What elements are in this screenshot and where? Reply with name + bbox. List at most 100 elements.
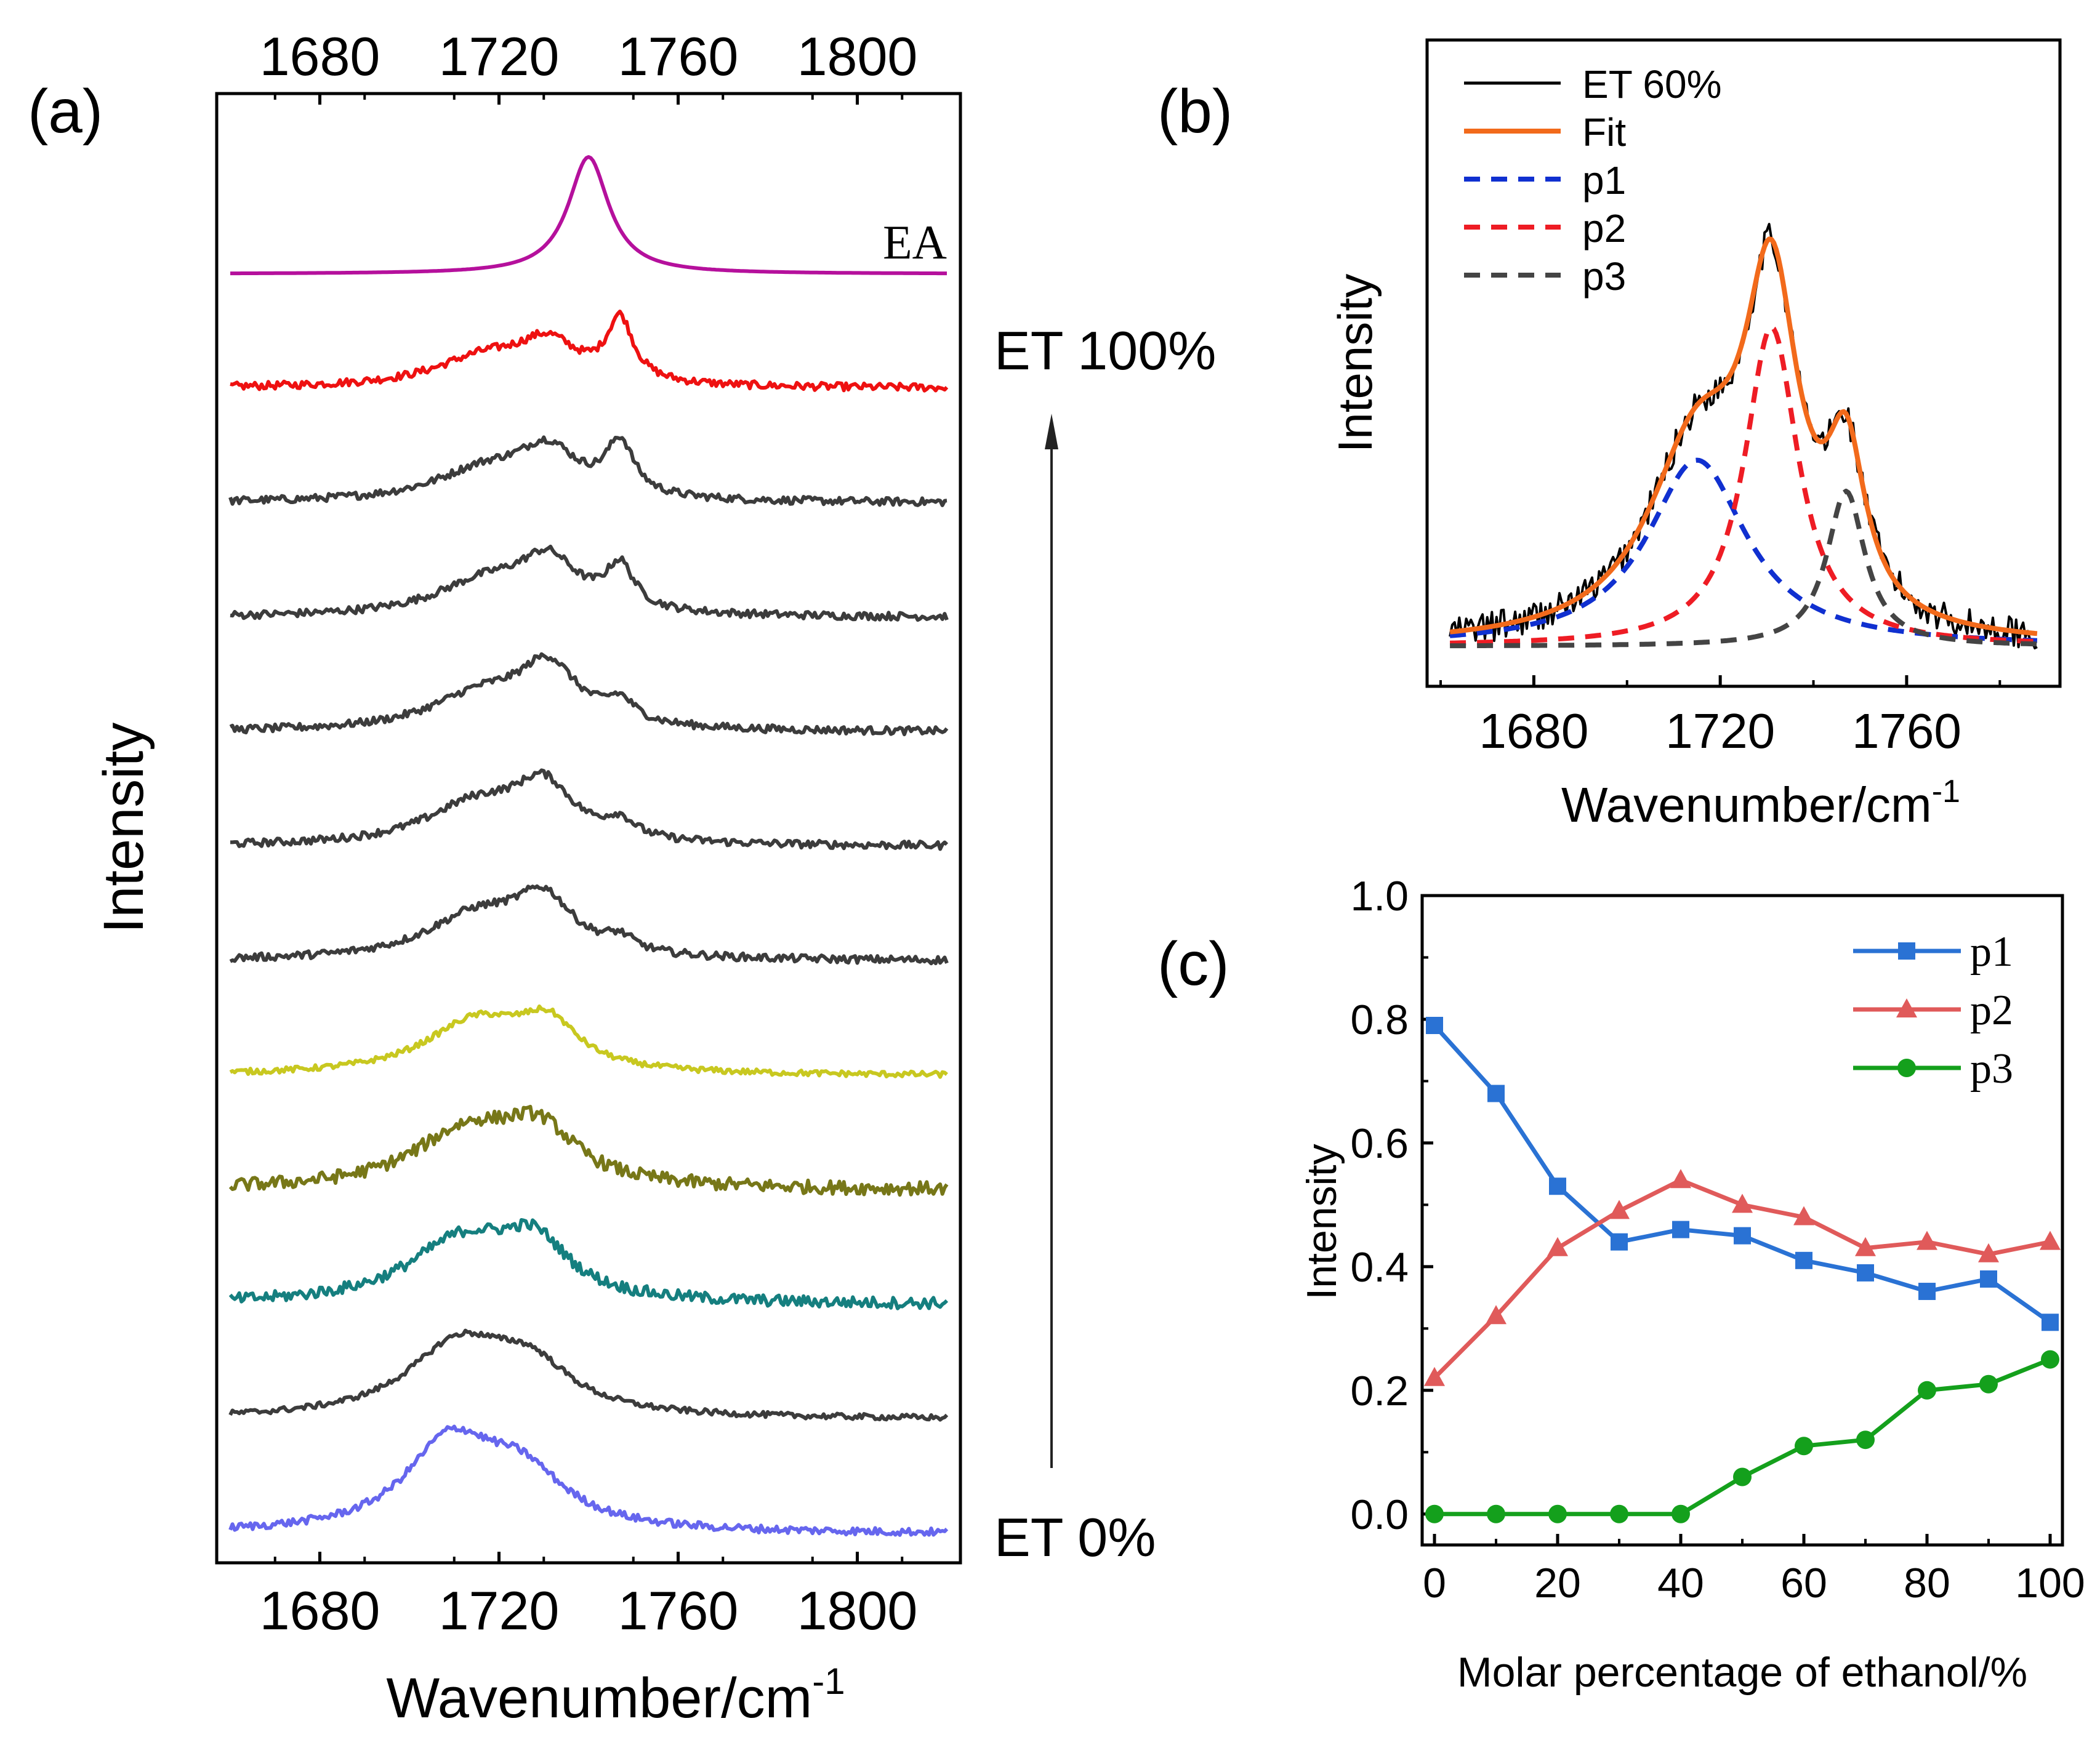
spectrum-et-30-	[228, 1104, 949, 1197]
panel-a-bottom-tick-label: 1680	[260, 1580, 380, 1641]
panel-a-bottom-tick-label: 1760	[618, 1580, 739, 1641]
panel-c-legend-label: p3	[1970, 1045, 2013, 1093]
panel-b-ticks: 1680 1720 1760	[1439, 675, 2001, 758]
panel-c-xtick-label: 20	[1534, 1560, 1581, 1607]
panel-b-tick-label: 1720	[1665, 704, 1775, 758]
panel-c-point-p1	[1918, 1283, 1936, 1301]
panel-b-tick-label: 1680	[1479, 704, 1588, 758]
panel-b-curve-p1	[1449, 457, 2038, 643]
panel-a-top-ticks: 1680 1720 1760 1800	[260, 26, 918, 105]
panel-c-label: (c)	[1157, 929, 1229, 998]
panel-c-point-p3	[1918, 1381, 1936, 1400]
panel-c-line-p3	[1434, 1357, 2051, 1517]
panel-b-frame	[1425, 38, 2062, 688]
panel-c-point-p2	[1424, 1366, 1445, 1386]
panel-a-label: (a)	[28, 77, 103, 146]
panel-c-ytick-label: 0.6	[1350, 1120, 1409, 1167]
spectrum-et-10-	[228, 1328, 949, 1422]
panel-c-point-p2	[1917, 1230, 1937, 1250]
panel-a: (a) 1680 1720 1760 1800 1680 1720 1760 1800 EA…	[28, 26, 1216, 1730]
panel-c-xtick-label: 0	[1423, 1560, 1446, 1607]
panel-c-point-p1	[1857, 1264, 1874, 1282]
panel-a-bottom-ticks: 1680 1720 1760 1800	[260, 1552, 918, 1641]
panel-b-curve-fit	[1449, 236, 2038, 636]
spectrum-ea	[230, 155, 947, 276]
panel-a-spectra: EA	[228, 155, 949, 1537]
panel-a-top-tick-label: 1760	[618, 26, 739, 87]
panel-a-bottom-tick-label: 1720	[439, 1580, 560, 1641]
panel-c-series	[1424, 1017, 2061, 1523]
panel-b-legend-label: p1	[1582, 158, 1626, 203]
panel-c-legend: p1 p2 p3	[1853, 928, 2013, 1093]
panel-a-top-tick-label: 1720	[439, 26, 560, 87]
arrow-label-top: ET 100%	[994, 320, 1216, 381]
panel-a-xlabel: Wavenumber/cm-1	[386, 1661, 845, 1730]
panel-b-curve-p2	[1449, 324, 2038, 646]
panel-c-ticks: 0 20 40 60 80 100 0.0 0.2 0.4 0.6 0.8 1.0	[1350, 873, 2085, 1607]
et-arrow-head	[1045, 414, 1058, 449]
panel-c-point-p3	[1795, 1437, 1813, 1456]
spectrum-et-90-	[228, 435, 947, 507]
panel-c-point-p1	[1487, 1085, 1505, 1102]
panel-c-point-p3	[1548, 1504, 1567, 1523]
panel-b-tick-label: 1760	[1852, 704, 1961, 758]
panel-c-point-p3	[1425, 1504, 1444, 1523]
panel-c-xtick-label: 60	[1780, 1560, 1827, 1607]
arrow-label-bottom: ET 0%	[994, 1507, 1156, 1568]
panel-c-point-p3	[1672, 1504, 1690, 1523]
panel-b-legend-label: p3	[1582, 254, 1626, 299]
panel-c-point-p2	[1855, 1237, 1876, 1256]
panel-c-point-p2	[1732, 1193, 1753, 1213]
panel-c-point-p1	[2042, 1314, 2059, 1331]
panel-c-ytick-label: 0.0	[1350, 1491, 1409, 1538]
panel-b-legend-label: ET 60%	[1582, 62, 1722, 106]
spectrum-et-80-	[230, 544, 949, 622]
panel-c-point-p1	[1549, 1177, 1566, 1195]
panel-c-ytick-label: 0.8	[1350, 997, 1409, 1043]
panel-c-xtick-label: 40	[1657, 1560, 1704, 1607]
panel-c-point-p1	[1734, 1227, 1751, 1245]
panel-c-xtick-label: 80	[1904, 1560, 1950, 1607]
panel-a-ylabel: Intensity	[92, 723, 155, 934]
panel-c-point-p3	[1487, 1504, 1505, 1523]
panel-c-point-p1	[1611, 1233, 1628, 1251]
panel-c-point-p1	[1672, 1221, 1689, 1238]
spectrum-et-40-	[229, 1004, 948, 1079]
panel-b-legend-label: p2	[1582, 206, 1626, 251]
panel-b-curve-et-60-	[1449, 223, 2038, 649]
panel-c-point-p2	[1978, 1243, 1999, 1262]
spectrum-et-50-	[229, 884, 949, 966]
panel-a-top-tick-label: 1680	[260, 26, 380, 87]
panel-c-xlabel: Molar percentage of ethanol/%	[1457, 1649, 2027, 1696]
panel-c-legend-label: p1	[1970, 928, 2013, 976]
spectrum-et-60-	[230, 768, 949, 851]
panel-b-curves	[1449, 223, 2038, 649]
panel-b-ylabel: Intensity	[1328, 274, 1382, 452]
panel-c-ytick-label: 0.4	[1350, 1244, 1409, 1291]
panel-c-point-p1	[1426, 1017, 1443, 1034]
panel-c-ytick-label: 1.0	[1350, 873, 1409, 920]
panel-a-bottom-tick-label: 1800	[797, 1580, 918, 1641]
spectrum-et-100-	[230, 310, 949, 393]
panel-c-xtick-label: 100	[2015, 1560, 2085, 1607]
panel-c-point-p3	[1733, 1467, 1752, 1486]
panel-c-point-p1	[1980, 1270, 1997, 1288]
panel-c-legend-label: p2	[1970, 987, 2013, 1034]
panel-b-label: (b)	[1157, 77, 1233, 146]
panel-c-point-p2	[1609, 1200, 1630, 1219]
panel-c-point-p2	[2040, 1230, 2061, 1250]
panel-c-point-p3	[1610, 1504, 1628, 1523]
panel-c-ytick-label: 0.2	[1350, 1368, 1409, 1414]
spectrum-ea-label: EA	[883, 215, 947, 269]
panel-b-xlabel: Wavenumber/cm-1	[1561, 774, 1960, 832]
panel-c-point-p2	[1670, 1169, 1691, 1189]
panel-c-legend-marker	[1897, 1059, 1916, 1077]
panel-a-top-tick-label: 1800	[797, 26, 918, 87]
panel-c-point-p3	[1856, 1430, 1875, 1450]
panel-c-point-p2	[1793, 1206, 1814, 1226]
panel-b-legend-label: Fit	[1582, 110, 1626, 154]
panel-c-legend-marker	[1896, 998, 1917, 1017]
